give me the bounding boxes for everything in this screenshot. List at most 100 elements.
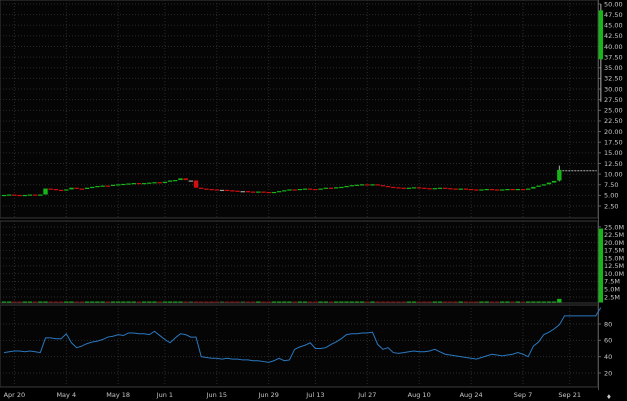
volume-bar bbox=[178, 301, 183, 303]
volume-bar bbox=[6, 301, 12, 303]
price-y-tick-label: 17.50 bbox=[604, 139, 623, 147]
oscillator-y-tick-label: 80 bbox=[604, 320, 612, 328]
corner-marker: ♦ bbox=[606, 393, 612, 401]
candle bbox=[183, 178, 188, 181]
candle bbox=[292, 189, 297, 191]
volume-bar bbox=[510, 301, 515, 303]
volume-bar bbox=[370, 301, 375, 303]
candle bbox=[266, 191, 271, 194]
candle bbox=[199, 187, 204, 189]
candle bbox=[152, 182, 157, 184]
x-tick-label: Sep 21 bbox=[558, 391, 581, 399]
candle bbox=[141, 183, 147, 185]
candle bbox=[328, 187, 334, 189]
candle bbox=[204, 188, 209, 190]
candle bbox=[22, 194, 27, 197]
candle bbox=[84, 187, 90, 189]
candle bbox=[484, 188, 489, 191]
candle bbox=[546, 182, 552, 185]
x-tick-label: Apr 20 bbox=[4, 391, 26, 399]
candle bbox=[6, 194, 12, 196]
candle bbox=[136, 183, 142, 185]
candle bbox=[271, 191, 277, 194]
price-y-tick-label: 20.00 bbox=[604, 128, 623, 136]
volume-bar bbox=[152, 301, 157, 303]
volume-y-tick-label: 2.5M bbox=[604, 293, 620, 301]
candle bbox=[147, 182, 152, 184]
candle bbox=[131, 183, 136, 185]
candle bbox=[126, 183, 131, 185]
candle bbox=[380, 185, 386, 187]
volume-bar bbox=[100, 301, 105, 303]
candle bbox=[349, 185, 354, 187]
volume-bar bbox=[250, 301, 256, 303]
candle bbox=[359, 184, 365, 186]
candle bbox=[432, 188, 437, 190]
volume-bar bbox=[121, 301, 126, 303]
x-tick-label: Jul 13 bbox=[305, 391, 324, 399]
volume-bar bbox=[479, 301, 484, 303]
candle bbox=[541, 184, 546, 186]
price-y-tick-label: 25.00 bbox=[604, 107, 623, 115]
volume-bar bbox=[474, 301, 479, 303]
volume-panel bbox=[0, 220, 599, 304]
candle bbox=[297, 188, 303, 191]
volume-bar bbox=[292, 301, 297, 303]
oscillator-line bbox=[3, 307, 602, 363]
candle bbox=[468, 188, 474, 191]
candle bbox=[427, 188, 432, 190]
volume-bar bbox=[494, 301, 500, 303]
volume-bar bbox=[422, 301, 427, 303]
volume-bar bbox=[58, 301, 64, 303]
candle bbox=[479, 189, 484, 191]
candle bbox=[489, 188, 495, 191]
volume-bar bbox=[380, 301, 386, 303]
candle bbox=[79, 188, 85, 190]
x-tick-label: Aug 24 bbox=[460, 391, 483, 399]
volume-bar bbox=[432, 301, 437, 303]
x-tick-label: May 18 bbox=[106, 391, 130, 399]
candle bbox=[344, 186, 349, 188]
volume-bar bbox=[188, 301, 194, 303]
candle bbox=[494, 189, 500, 191]
price-y-tick-label: 12.50 bbox=[604, 160, 623, 168]
volume-bar bbox=[105, 301, 110, 303]
price-y-tick-label: 2.50 bbox=[604, 202, 618, 210]
volume-bar bbox=[131, 301, 136, 303]
x-tick-label: Aug 10 bbox=[408, 391, 431, 399]
x-tick-label: Jul 27 bbox=[357, 391, 376, 399]
volume-bar bbox=[230, 301, 235, 303]
volume-bar bbox=[375, 301, 380, 303]
volume-bar bbox=[287, 301, 292, 303]
volume-bar bbox=[297, 301, 303, 303]
volume-bar bbox=[199, 301, 204, 303]
price-y-tick-label: 22.50 bbox=[604, 117, 623, 125]
volume-bar bbox=[302, 301, 308, 303]
volume-bar bbox=[541, 301, 546, 303]
volume-bar bbox=[167, 301, 173, 303]
candle bbox=[510, 188, 515, 191]
price-y-tick-label: 32.50 bbox=[604, 75, 623, 83]
candle bbox=[442, 187, 448, 189]
price-y-tick-label: 50.00 bbox=[604, 0, 623, 8]
candle bbox=[64, 189, 69, 191]
candle bbox=[354, 184, 360, 186]
volume-bar bbox=[458, 301, 463, 303]
candle bbox=[525, 188, 531, 190]
volume-bar bbox=[365, 301, 370, 303]
volume-bar bbox=[546, 301, 552, 303]
volume-bar bbox=[359, 301, 365, 303]
volume-bar bbox=[193, 301, 199, 303]
x-tick-label: Jun 29 bbox=[257, 391, 279, 399]
candle bbox=[406, 187, 412, 189]
volume-bar bbox=[427, 301, 432, 303]
x-tick-label: Sep 7 bbox=[514, 391, 532, 399]
volume-bar bbox=[38, 301, 43, 303]
candle bbox=[115, 184, 121, 186]
candle bbox=[463, 188, 469, 190]
volume-bar bbox=[204, 301, 209, 303]
candle bbox=[551, 180, 557, 183]
volume-bar bbox=[391, 301, 396, 303]
volume-bar bbox=[64, 301, 69, 303]
